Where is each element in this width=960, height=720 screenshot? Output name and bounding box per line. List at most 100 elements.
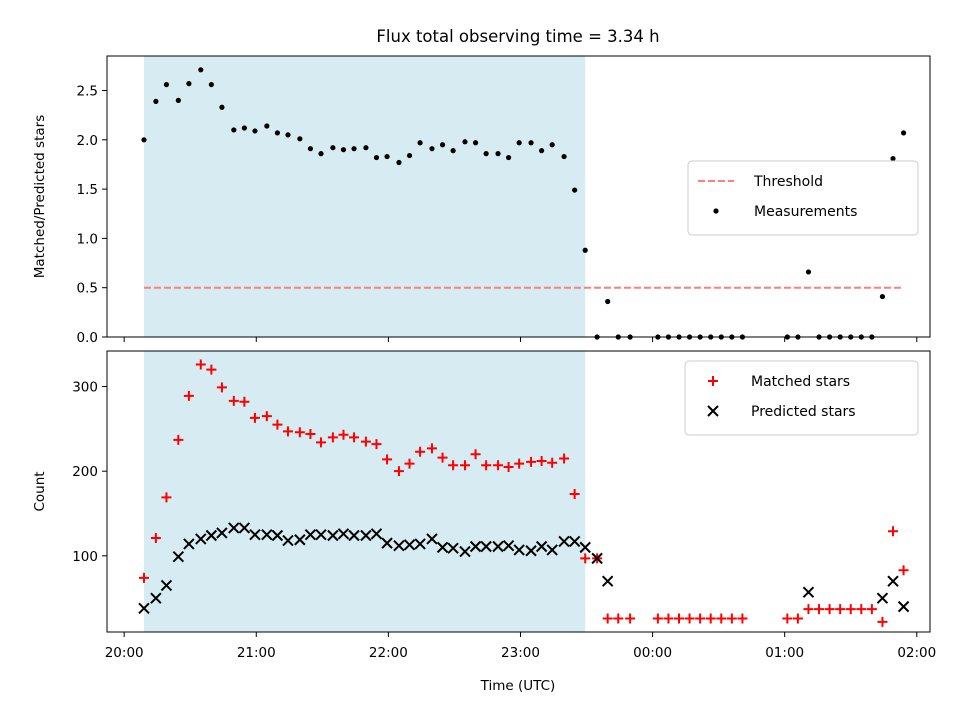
y-axis-label: Matched/Predicted stars — [32, 115, 48, 278]
y-tick-label: 100 — [72, 549, 98, 565]
data-point — [318, 151, 324, 157]
data-point — [141, 137, 147, 143]
data-point — [824, 604, 835, 615]
data-point — [526, 456, 537, 467]
data-point — [238, 522, 251, 534]
data-point — [835, 604, 846, 615]
legend-box — [684, 360, 919, 436]
data-point — [249, 412, 260, 423]
data-point — [480, 540, 492, 553]
data-point — [737, 613, 748, 624]
data-point — [261, 411, 272, 422]
data-point — [195, 533, 207, 545]
data-point — [613, 613, 624, 624]
data-point — [195, 359, 206, 370]
y-axis-label: Count — [32, 471, 48, 511]
data-point — [186, 81, 192, 87]
observing-span — [143, 351, 586, 632]
data-point — [315, 528, 327, 541]
data-point — [138, 602, 150, 615]
data-point — [493, 460, 504, 471]
data-point — [684, 613, 695, 624]
data-point — [559, 453, 570, 464]
data-point — [580, 553, 591, 564]
data-point — [805, 269, 812, 275]
observing-span — [143, 56, 586, 337]
data-point — [414, 538, 426, 550]
data-point — [856, 604, 867, 615]
data-point — [363, 145, 369, 151]
legend-marker-swatch — [713, 208, 719, 214]
data-point — [601, 575, 614, 587]
data-point — [161, 492, 172, 503]
data-point — [535, 540, 548, 553]
data-point — [447, 542, 459, 554]
data-point — [371, 439, 382, 450]
data-point — [206, 364, 217, 375]
data-point — [469, 540, 482, 553]
data-point — [695, 613, 706, 624]
data-point — [448, 460, 459, 471]
data-point — [803, 604, 814, 615]
data-point — [285, 132, 291, 138]
data-point — [327, 432, 338, 443]
data-point — [866, 604, 877, 615]
legend-label: Predicted stars — [751, 404, 856, 420]
data-point — [483, 151, 489, 157]
data-point — [546, 544, 558, 556]
data-point — [591, 552, 603, 565]
data-point — [294, 427, 305, 438]
data-point — [396, 159, 402, 166]
data-point — [716, 613, 727, 624]
legend-label: Matched stars — [751, 374, 850, 390]
y-tick-label: 1.5 — [77, 182, 98, 198]
data-point — [305, 428, 316, 439]
data-point — [183, 538, 195, 550]
data-point — [337, 528, 350, 540]
data-point — [492, 540, 504, 553]
data-point — [663, 613, 674, 624]
data-point — [561, 153, 567, 160]
data-point — [219, 104, 225, 110]
data-point — [384, 153, 390, 160]
data-point — [888, 526, 899, 537]
data-point — [373, 154, 380, 161]
y-tick-label: 1.0 — [77, 231, 98, 247]
data-point — [249, 528, 261, 541]
data-point — [264, 123, 270, 129]
data-point — [330, 145, 336, 151]
data-point — [183, 390, 194, 401]
data-point — [426, 443, 437, 454]
data-point — [294, 534, 306, 546]
data-point — [602, 613, 613, 624]
data-point — [814, 604, 825, 615]
y-tick-label: 0.0 — [77, 330, 98, 346]
data-point — [175, 97, 181, 103]
y-tick-label: 0.5 — [77, 281, 98, 297]
data-point — [351, 146, 357, 152]
data-point — [525, 545, 537, 557]
data-point — [495, 151, 501, 157]
data-point — [472, 140, 479, 146]
data-point — [505, 154, 512, 161]
data-point — [549, 142, 555, 148]
data-point — [900, 130, 907, 136]
data-point — [459, 545, 471, 558]
data-point — [516, 140, 522, 146]
data-point — [304, 528, 317, 541]
data-point — [393, 539, 405, 552]
data-point — [705, 613, 716, 624]
data-point — [605, 298, 611, 305]
data-point — [579, 541, 591, 554]
y-tick-label: 2.5 — [77, 84, 98, 100]
data-point — [360, 436, 371, 447]
count-panel: 100 200 300 20:00 21:00 22:00 23:00 00:00 01:00 0… — [32, 350, 936, 661]
data-point — [382, 454, 393, 465]
data-point — [360, 529, 372, 542]
data-point — [205, 529, 218, 542]
data-point — [282, 426, 293, 437]
data-point — [462, 139, 468, 145]
x-tick-label: 22:00 — [369, 645, 408, 661]
data-point — [228, 522, 240, 534]
